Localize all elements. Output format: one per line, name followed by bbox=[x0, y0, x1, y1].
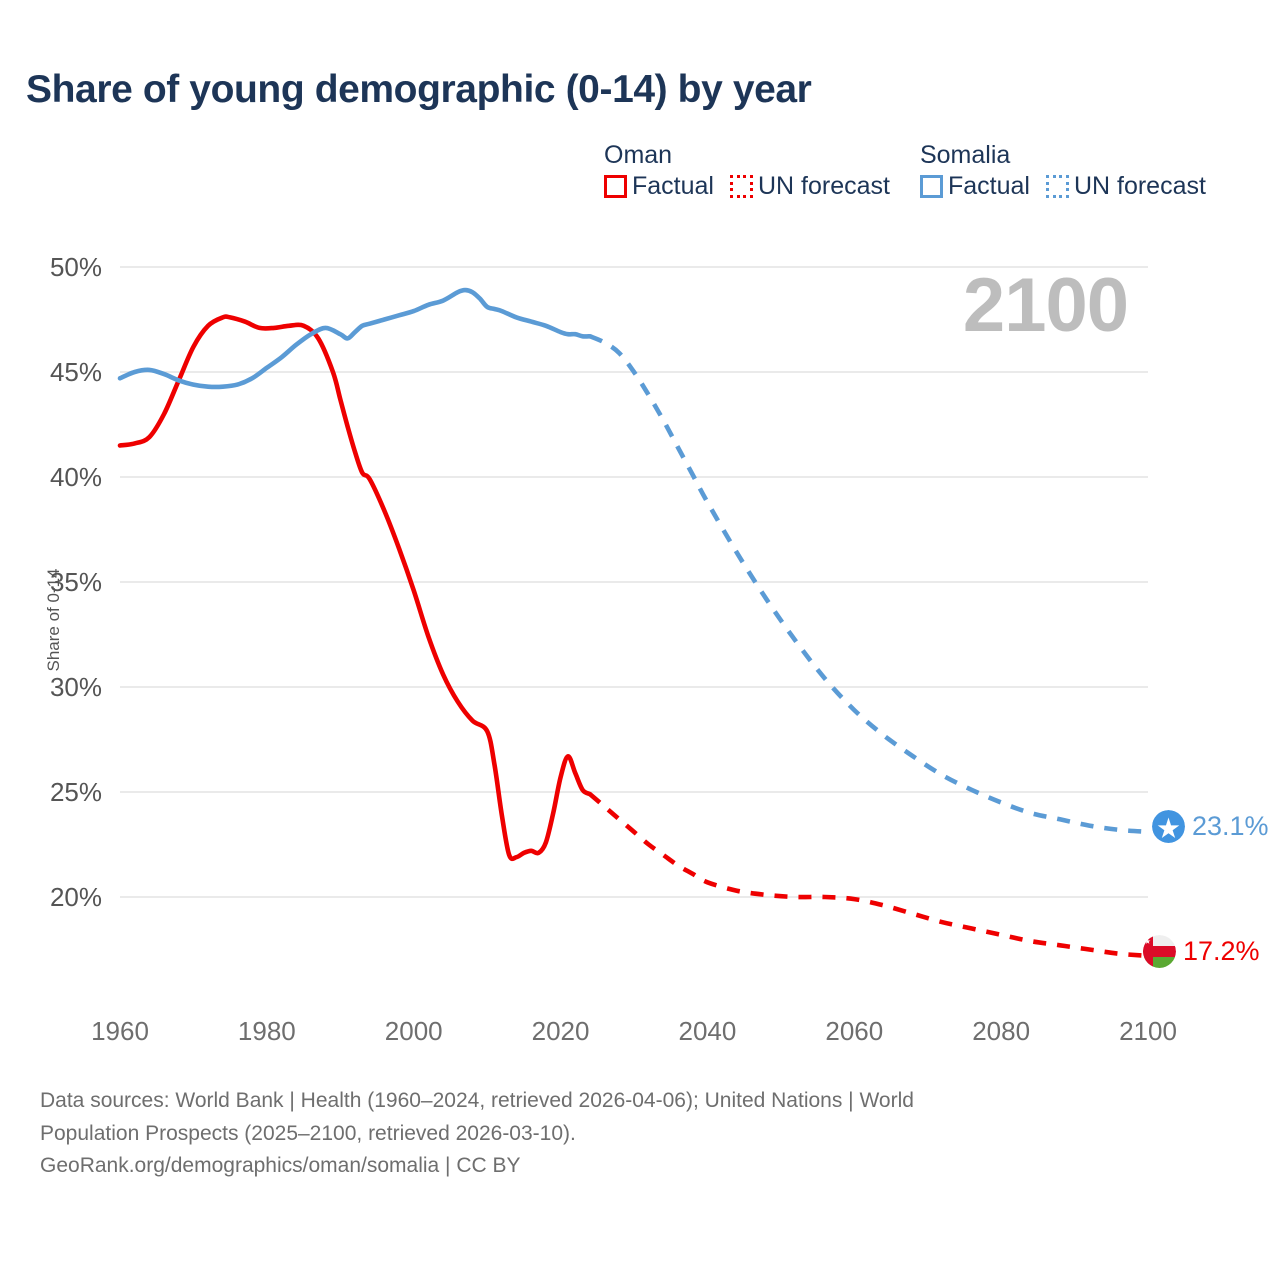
x-tick-label: 1980 bbox=[238, 1016, 296, 1046]
chart-legend: Oman Factual UN forecast Somalia Factual… bbox=[604, 141, 1206, 200]
series-line-factual-somalia bbox=[117, 287, 593, 390]
legend-swatch-dotted-icon bbox=[729, 174, 753, 198]
x-tick-label: 2040 bbox=[679, 1016, 737, 1046]
legend-country-somalia: Somalia bbox=[919, 141, 1011, 169]
legend-entry-oman-forecast[interactable]: UN forecast bbox=[729, 171, 890, 200]
legend-entry-somalia-factual[interactable]: Factual bbox=[919, 171, 1030, 200]
end-value-oman: 17.2% bbox=[1183, 936, 1260, 966]
oman-flag-icon bbox=[1143, 935, 1176, 968]
legend-group-somalia: Somalia Factual UN forecast bbox=[919, 141, 1206, 200]
end-marker-somalia: 23.1% bbox=[1152, 810, 1269, 843]
attribution-line: GeoRank.org/demographics/oman/somalia | … bbox=[40, 1154, 521, 1178]
series-line-forecast-somalia bbox=[589, 334, 1149, 835]
somalia-flag-icon bbox=[1152, 810, 1185, 843]
legend-entry-oman-factual[interactable]: Factual bbox=[604, 171, 714, 200]
legend-swatch-solid-icon bbox=[604, 174, 627, 198]
x-tick-label: 2060 bbox=[825, 1016, 883, 1046]
x-tick-label: 2080 bbox=[972, 1016, 1030, 1046]
x-tick-label: 2000 bbox=[385, 1016, 443, 1046]
series-line-factual-oman bbox=[117, 314, 593, 862]
x-tick-label: 2100 bbox=[1119, 1016, 1177, 1046]
legend-entry-somalia-forecast[interactable]: UN forecast bbox=[1045, 171, 1206, 200]
y-axis-tick-labels: 50% 45% 40% 35% 30% 25% 20% bbox=[50, 252, 102, 912]
x-tick-label: 2020 bbox=[532, 1016, 590, 1046]
legend-swatch-dotted-icon bbox=[1045, 174, 1069, 198]
series-line-forecast-oman bbox=[588, 792, 1149, 959]
y-tick-label: 40% bbox=[50, 462, 102, 492]
y-tick-label: 45% bbox=[50, 357, 102, 387]
y-tick-label: 50% bbox=[50, 252, 102, 282]
legend-label-somalia-forecast: UN forecast bbox=[1073, 171, 1206, 200]
data-sources-line-2: Population Prospects (2025–2100, retriev… bbox=[40, 1121, 576, 1145]
y-tick-label: 35% bbox=[50, 567, 102, 597]
x-axis-tick-labels: 1960 1980 2000 2020 2040 2060 2080 2100 bbox=[91, 1016, 1177, 1046]
end-value-somalia: 23.1% bbox=[1192, 811, 1269, 841]
legend-label-somalia-factual: Factual bbox=[947, 171, 1030, 200]
data-sources-line-1: Data sources: World Bank | Health (1960–… bbox=[40, 1089, 914, 1112]
footer: Data sources: World Bank | Health (1960–… bbox=[40, 1085, 1200, 1183]
x-tick-label: 1960 bbox=[91, 1016, 149, 1046]
page-title: Share of young demographic (0-14) by yea… bbox=[26, 68, 812, 111]
legend-group-oman: Oman Factual UN forecast bbox=[604, 141, 890, 200]
y-tick-label: 25% bbox=[50, 777, 102, 807]
legend-country-oman: Oman bbox=[604, 141, 673, 169]
legend-label-oman-forecast: UN forecast bbox=[757, 171, 890, 200]
end-marker-oman: 17.2% bbox=[1143, 935, 1260, 968]
y-tick-label: 20% bbox=[50, 882, 102, 912]
legend-label-oman-factual: Factual bbox=[632, 171, 714, 200]
y-tick-label: 30% bbox=[50, 672, 102, 702]
y-axis-title: Share of 0-14 bbox=[44, 568, 63, 672]
series-lines bbox=[117, 287, 1149, 959]
legend-swatch-solid-icon bbox=[919, 174, 943, 198]
watermark-year: 2100 bbox=[962, 263, 1129, 348]
